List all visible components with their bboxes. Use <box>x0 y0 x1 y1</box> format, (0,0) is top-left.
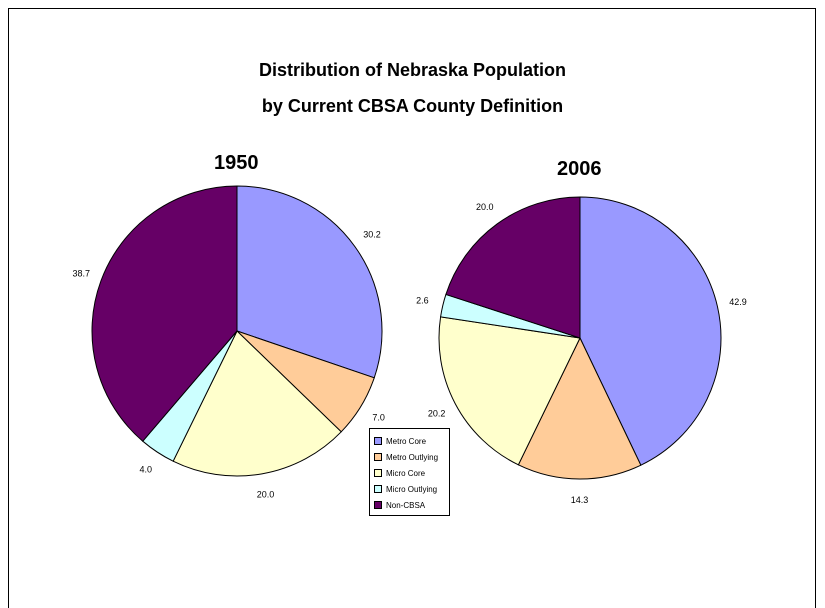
pie-slice-1950-5 <box>91 185 238 442</box>
data-label-2006-5: 20.0 <box>476 202 494 212</box>
pie-slice-2006-1 <box>579 196 722 466</box>
pie-slice-2006-3 <box>438 316 581 466</box>
chart-title-line2: by Current CBSA County Definition <box>261 96 564 116</box>
pie-slice-2006-2 <box>517 336 642 480</box>
chart-frame <box>8 8 816 608</box>
legend-item: Micro Core <box>374 465 449 481</box>
data-label-1950-2: 7.0 <box>372 413 385 423</box>
legend: Metro Core Metro Outlying Micro Core Mic… <box>369 428 450 516</box>
legend-item: Metro Core <box>374 433 449 449</box>
pie-slice-1950-3 <box>172 330 342 477</box>
legend-label: Non-CBSA <box>386 500 426 510</box>
data-label-2006-1: 42.9 <box>729 297 747 307</box>
data-label-1950-4: 4.0 <box>140 465 153 475</box>
data-label-2006-4: 2.6 <box>416 296 429 306</box>
data-label-2006-3: 20.2 <box>428 408 446 418</box>
data-label-1950-1: 30.2 <box>363 229 381 239</box>
data-label-1950-5: 38.7 <box>73 268 91 278</box>
legend-label: Micro Core <box>386 468 426 478</box>
legend-item: Metro Outlying <box>374 449 449 465</box>
legend-swatch <box>374 437 382 445</box>
chart-title-line1: Distribution of Nebraska Population <box>258 60 567 80</box>
legend-swatch <box>374 469 382 477</box>
pie-slice-1950-1 <box>236 185 383 379</box>
pie-1950-title: 1950 <box>214 152 259 174</box>
legend-label: Metro Outlying <box>386 452 439 462</box>
legend-swatch <box>374 501 382 509</box>
legend-label: Metro Core <box>386 436 427 446</box>
pie-2006-title: 2006 <box>557 158 602 180</box>
legend-label: Micro Outlying <box>386 484 438 494</box>
legend-item: Non-CBSA <box>374 497 449 513</box>
legend-swatch <box>374 453 382 461</box>
data-label-2006-2: 14.3 <box>571 495 589 505</box>
legend-swatch <box>374 485 382 493</box>
pie-slice-2006-5 <box>445 196 581 339</box>
legend-item: Micro Outlying <box>374 481 449 497</box>
data-label-1950-3: 20.0 <box>257 490 275 500</box>
